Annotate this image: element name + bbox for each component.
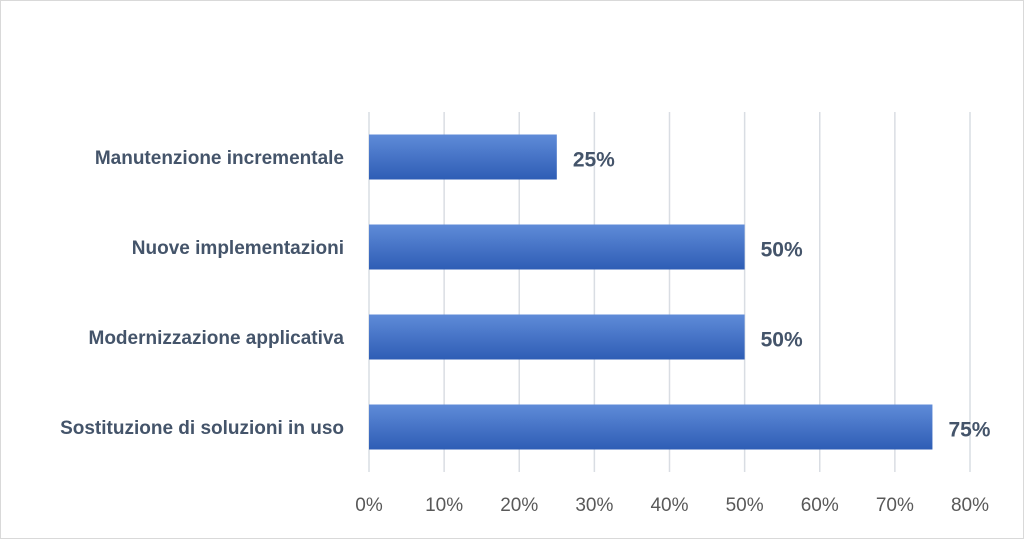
y-tick-label: Modernizzazione applicativa: [89, 328, 345, 349]
x-tick-label: 20%: [500, 495, 538, 516]
value-label: 25%: [573, 149, 615, 172]
y-tick-label: Nuove implementazioni: [132, 238, 344, 259]
y-tick-label: Sostituzione di soluzioni in uso: [60, 418, 344, 439]
x-tick-label: 40%: [650, 495, 688, 516]
y-tick-label: Manutenzione incrementale: [95, 148, 344, 169]
x-tick-label: 10%: [425, 495, 463, 516]
x-tick-label: 60%: [801, 495, 839, 516]
bar: [369, 224, 745, 270]
x-tick-label: 50%: [726, 495, 764, 516]
x-tick-label: 0%: [355, 495, 383, 516]
value-label: 50%: [761, 329, 803, 352]
x-tick-label: 80%: [951, 495, 989, 516]
bar: [369, 404, 933, 450]
bar: [369, 314, 745, 360]
value-label: 50%: [761, 239, 803, 262]
bar: [369, 134, 557, 180]
x-tick-label: 30%: [575, 495, 613, 516]
value-label: 75%: [948, 419, 990, 442]
x-tick-label: 70%: [876, 495, 914, 516]
